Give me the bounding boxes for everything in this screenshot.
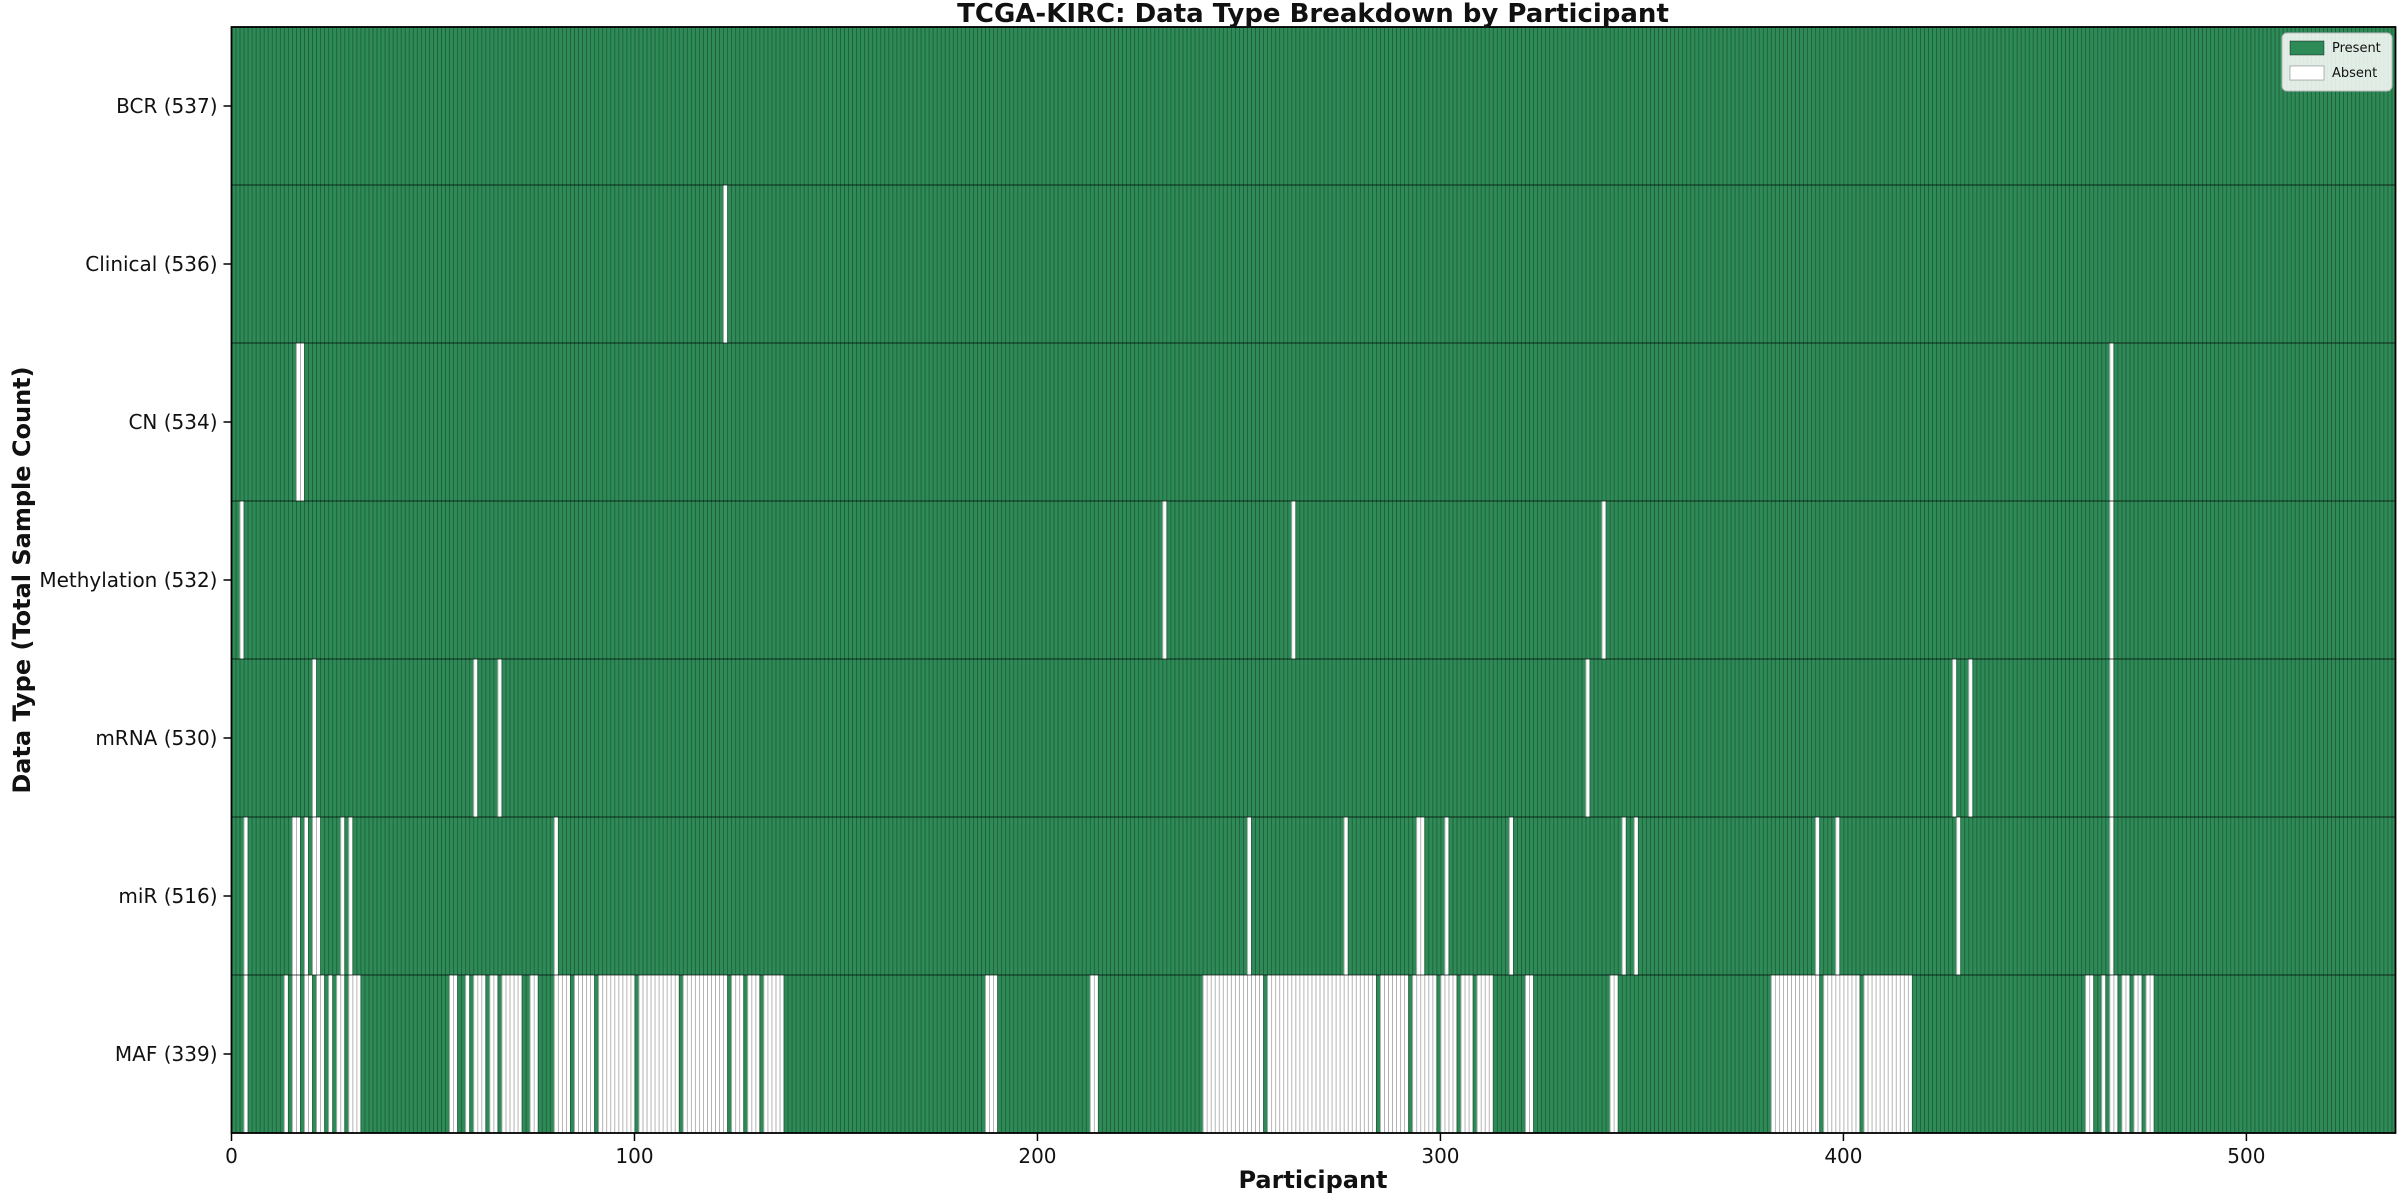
legend-label-present: Present: [2332, 41, 2381, 56]
y-tick-label-Clinical: Clinical (536): [85, 252, 217, 276]
y-tick-label-Methylation: Methylation (532): [39, 568, 217, 592]
grid-layer: [231, 27, 2396, 1133]
y-tick-label-MAF: MAF (339): [115, 1042, 218, 1066]
y-tick-label-mRNA: mRNA (530): [95, 726, 217, 750]
x-axis-label: Participant: [1238, 1166, 1387, 1194]
legend-label-absent: Absent: [2332, 66, 2377, 81]
x-tick-label: 400: [1824, 1144, 1862, 1168]
x-tick-label: 500: [2227, 1144, 2265, 1168]
legend-swatch-absent: [2289, 65, 2325, 81]
legend-swatch-present: [2289, 40, 2325, 56]
column-grid-overlay: [231, 27, 2396, 1133]
y-axis-label: Data Type (Total Sample Count): [8, 366, 36, 793]
y-tick-label-miR: miR (516): [118, 884, 217, 908]
x-tick-label: 300: [1421, 1144, 1459, 1168]
x-tick-label: 0: [225, 1144, 238, 1168]
axes-layer: 0 100 200 300 400 500 BCR (537) Clinical (536) C…: [39, 26, 2397, 1168]
x-tick-label: 100: [615, 1144, 653, 1168]
chart-title: TCGA-KIRC: Data Type Breakdown by Partic…: [957, 0, 1669, 29]
y-tick-label-CN: CN (534): [128, 410, 217, 434]
x-tick-label: 200: [1018, 1144, 1056, 1168]
y-tick-label-BCR: BCR (537): [116, 94, 217, 118]
legend: Present Absent: [2281, 32, 2393, 92]
